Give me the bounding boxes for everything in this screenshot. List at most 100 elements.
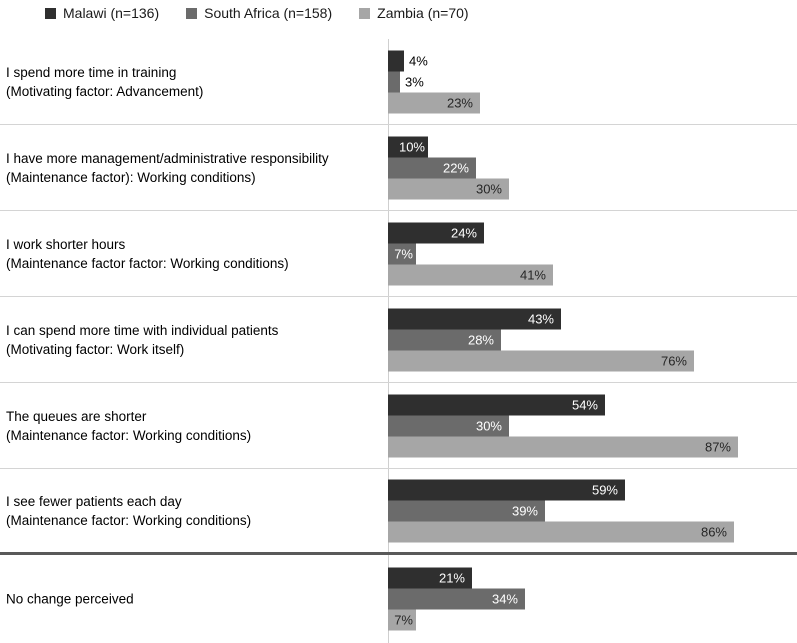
category-row: I can spend more time with individual pa… (0, 297, 797, 383)
bar-malawi: 59% (388, 479, 625, 500)
bar-group: 43% 28% 76% (388, 308, 694, 371)
bar-line: 21% (388, 567, 525, 589)
category-row: No change perceived 21% 34% 7% (0, 555, 797, 643)
category-label-line1: No change perceived (6, 591, 134, 607)
category-label-line1: I have more management/administrative re… (6, 150, 329, 166)
category-row: I have more management/administrative re… (0, 125, 797, 211)
bar-line: 76% (388, 350, 694, 371)
bar-zambia: 41% (388, 264, 553, 285)
category-label-line1: I see fewer patients each day (6, 493, 182, 509)
bar-line: 7% (388, 609, 525, 631)
bar-line: 23% (388, 92, 480, 113)
bar-line: 59% (388, 479, 734, 500)
category-label: No change perceived (6, 590, 134, 609)
bar-line: 43% (388, 308, 694, 329)
bar-line: 22% (388, 157, 509, 178)
category-label-line1: I work shorter hours (6, 236, 126, 252)
bar-south-africa: 34% (388, 588, 525, 610)
legend-label: Malawi (n=136) (63, 5, 160, 21)
data-label: 76% (660, 353, 687, 368)
data-label: 10% (398, 139, 425, 154)
data-label: 23% (446, 95, 473, 110)
bar-south-africa: 30% (388, 415, 509, 436)
bar-zambia: 30% (388, 178, 509, 199)
bar-line: 7% (388, 243, 553, 264)
malawi-legend-swatch-icon (45, 7, 56, 19)
category-label-line2: (Maintenance factor: Working conditions) (6, 427, 252, 443)
bar-line: 54% (388, 394, 738, 415)
plot-area: I spend more time in training (Motivating… (0, 39, 797, 643)
category-label-line2: (Maintenance factor: Working conditions) (6, 512, 252, 528)
data-label: 59% (591, 482, 618, 497)
bar-line: 86% (388, 521, 734, 542)
category-label-line1: I can spend more time with individual pa… (6, 322, 279, 338)
data-label: 30% (475, 181, 502, 196)
category-label-line2: (Motivating factor: Work itself) (6, 341, 185, 357)
bar-group: 59% 39% 86% (388, 479, 734, 542)
legend-label: Zambia (n=70) (377, 5, 469, 21)
bar-line: 34% (388, 588, 525, 610)
bar-south-africa: 7% (388, 243, 416, 264)
bar-group: 54% 30% 87% (388, 394, 738, 457)
bar-malawi: 54% (388, 394, 605, 415)
bar-line: 39% (388, 500, 734, 521)
bar-zambia: 87% (388, 436, 738, 457)
data-label: 41% (519, 267, 546, 282)
bar-zambia: 86% (388, 521, 734, 542)
bar-malawi: 10% (388, 136, 428, 157)
category-label: I work shorter hours (Maintenance factor … (6, 235, 289, 273)
category-label: I spend more time in training (Motivating… (6, 63, 203, 101)
data-label: 22% (442, 160, 469, 175)
category-label: I see fewer patients each day (Maintenanc… (6, 492, 251, 530)
category-label-line2: (Maintenance factor): Working conditions… (6, 169, 256, 185)
legend-label: South Africa (n=158) (204, 5, 333, 21)
bar-line: 3% (388, 71, 480, 92)
data-label: 24% (450, 225, 477, 240)
data-label: 4% (409, 53, 428, 68)
bar-malawi: 24% (388, 222, 484, 243)
category-row: I spend more time in training (Motivating… (0, 39, 797, 125)
legend-item-malawi: Malawi (n=136) (45, 4, 159, 22)
legend-item-south-africa: South Africa (n=158) (186, 4, 332, 22)
legend-item-zambia: Zambia (n=70) (359, 4, 469, 22)
bar-group: 4% 3% 23% (388, 50, 480, 113)
bar-zambia: 76% (388, 350, 694, 371)
bar-line: 4% (388, 50, 480, 71)
bar-line: 28% (388, 329, 694, 350)
data-label: 7% (394, 246, 413, 261)
zambia-legend-swatch-icon (359, 7, 371, 19)
data-label: 43% (527, 311, 554, 326)
category-label-line2: (Maintenance factor factor: Working cond… (6, 255, 289, 271)
data-label: 86% (700, 524, 727, 539)
bar-zambia: 23% (388, 92, 480, 113)
data-label: 30% (475, 418, 502, 433)
bar-line: 30% (388, 415, 738, 436)
data-label: 28% (467, 332, 494, 347)
category-row: The queues are shorter (Maintenance facto… (0, 383, 797, 469)
bar-malawi: 21% (388, 567, 472, 589)
category-label: The queues are shorter (Maintenance facto… (6, 407, 251, 445)
bar-group: 10% 22% 30% (388, 136, 509, 199)
data-label: 39% (511, 503, 538, 518)
category-label-line1: I spend more time in training (6, 64, 177, 80)
bar-zambia: 7% (388, 609, 416, 631)
bar-line: 41% (388, 264, 553, 285)
category-row: I work shorter hours (Maintenance factor … (0, 211, 797, 297)
bar-malawi (388, 50, 404, 71)
data-label: 7% (394, 612, 413, 628)
bar-south-africa (388, 71, 400, 92)
category-label-line2: (Motivating factor: Advancement) (6, 83, 204, 99)
category-label: I have more management/administrative re… (6, 149, 329, 187)
data-label: 3% (405, 74, 424, 89)
data-label: 34% (491, 591, 518, 607)
legend: Malawi (n=136) South Africa (n=158) Zambia… (0, 0, 797, 39)
bar-south-africa: 22% (388, 157, 476, 178)
data-label: 21% (438, 570, 465, 586)
bar-line: 87% (388, 436, 738, 457)
bar-malawi: 43% (388, 308, 561, 329)
bar-line: 30% (388, 178, 509, 199)
category-label-line1: The queues are shorter (6, 408, 147, 424)
south-africa-legend-swatch-icon (186, 7, 198, 19)
category-row: I see fewer patients each day (Maintenanc… (0, 469, 797, 555)
